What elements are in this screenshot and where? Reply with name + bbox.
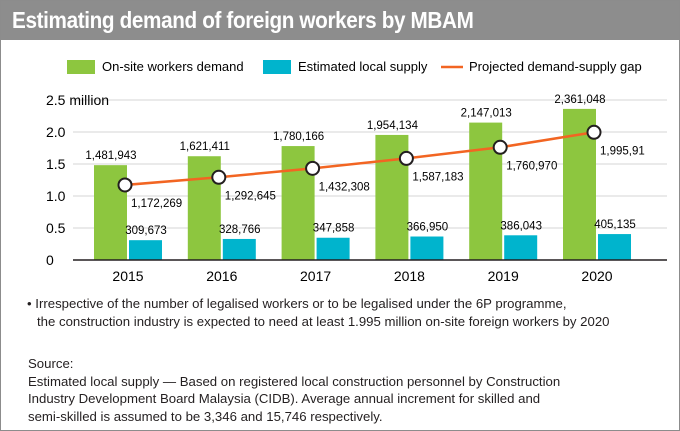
supply-bar — [598, 234, 631, 260]
x-tick-label: 2020 — [581, 268, 612, 284]
gap-label: 1,432,308 — [319, 181, 370, 193]
bars — [94, 108, 631, 260]
y-tick-label: 2.0 — [46, 124, 66, 140]
source-heading: Source: — [28, 356, 74, 371]
gap-label: 1,292,645 — [225, 190, 276, 202]
y-axis: 0 0.5 1.0 1.5 2.0 2.5 million — [46, 92, 109, 268]
x-tick-label: 2016 — [206, 268, 237, 284]
supply-label: 347,858 — [313, 223, 355, 235]
y-tick-label: 1.0 — [46, 188, 66, 204]
supply-bar — [410, 236, 444, 260]
supply-bar — [316, 237, 350, 260]
legend: On-site workers demand Estimated local s… — [67, 59, 642, 74]
bullet-note-text-1: Irrespective of the number of legalised … — [35, 296, 567, 311]
x-tick-label: 2019 — [488, 268, 519, 284]
gap-point — [492, 139, 508, 155]
y-tick-label: 2.5 million — [46, 92, 109, 108]
chart-title: Estimating demand of foreign workers by … — [12, 7, 474, 33]
legend-gap-label: Projected demand-supply gap — [469, 59, 642, 74]
gap-point — [586, 124, 602, 140]
source-line-2: Industry Development Board Malaysia (CID… — [28, 391, 541, 406]
supply-bar — [504, 235, 538, 260]
gap-label: 1,172,269 — [131, 198, 182, 210]
x-tick-label: 2015 — [112, 268, 143, 284]
bullet-note-line-2: the construction industry is expected to… — [37, 314, 610, 329]
gap-point — [398, 150, 414, 166]
bullet-note: • Irrespective of the number of legalise… — [27, 295, 610, 331]
gap-label: 1,995,91 — [600, 145, 645, 157]
gap-point — [211, 169, 227, 185]
supply-label: 386,043 — [500, 220, 542, 232]
supply-bar — [129, 240, 162, 260]
gap-series — [117, 124, 602, 193]
supply-label: 328,766 — [219, 224, 261, 236]
supply-label: 405,135 — [594, 219, 636, 231]
demand-label: 2,147,013 — [461, 108, 512, 120]
source-line-1: Estimated local supply — Based on regist… — [28, 373, 561, 389]
header-bar: Estimating demand of foreign workers by … — [1, 1, 679, 40]
supply-label: 309,673 — [125, 225, 167, 237]
gap-label: 1,760,970 — [506, 160, 557, 172]
gap-line — [124, 131, 595, 187]
demand-label: 1,954,134 — [367, 120, 419, 132]
bullet-note-line-1: • Irrespective of the number of legalise… — [27, 295, 610, 313]
chart: On-site workers demand Estimated local s… — [46, 59, 667, 284]
legend-supply-label: Estimated local supply — [298, 59, 428, 74]
bullet-icon: • — [27, 296, 36, 311]
x-tick-label: 2018 — [394, 268, 425, 284]
x-tick-label: 2017 — [300, 268, 331, 284]
source-note: Source: Estimated local supply — Based o… — [28, 355, 560, 425]
demand-label: 2,361,048 — [554, 94, 605, 106]
gap-point — [305, 160, 321, 176]
demand-label: 1,780,166 — [273, 131, 324, 143]
y-tick-label: 1.5 — [46, 156, 66, 172]
demand-label: 1,621,411 — [180, 141, 230, 153]
supply-bar — [222, 238, 256, 260]
data-labels: 1,481,943 309,673 1,172,269 1,621,411 328,76… — [85, 94, 644, 237]
legend-demand-swatch — [67, 60, 95, 74]
source-line-3: semi-skilled is assumed to be 3,346 and … — [28, 408, 383, 424]
y-tick-label: 0 — [46, 252, 54, 268]
gap-point — [117, 177, 133, 193]
supply-label: 366,950 — [407, 222, 449, 234]
gap-label: 1,587,183 — [412, 171, 463, 183]
legend-demand-label: On-site workers demand — [102, 59, 244, 74]
legend-supply-swatch — [263, 60, 291, 74]
y-tick-label: 0.5 — [46, 220, 66, 236]
x-axis: 2015 2016 2017 2018 2019 2020 — [73, 259, 667, 284]
demand-label: 1,481,943 — [85, 150, 136, 162]
